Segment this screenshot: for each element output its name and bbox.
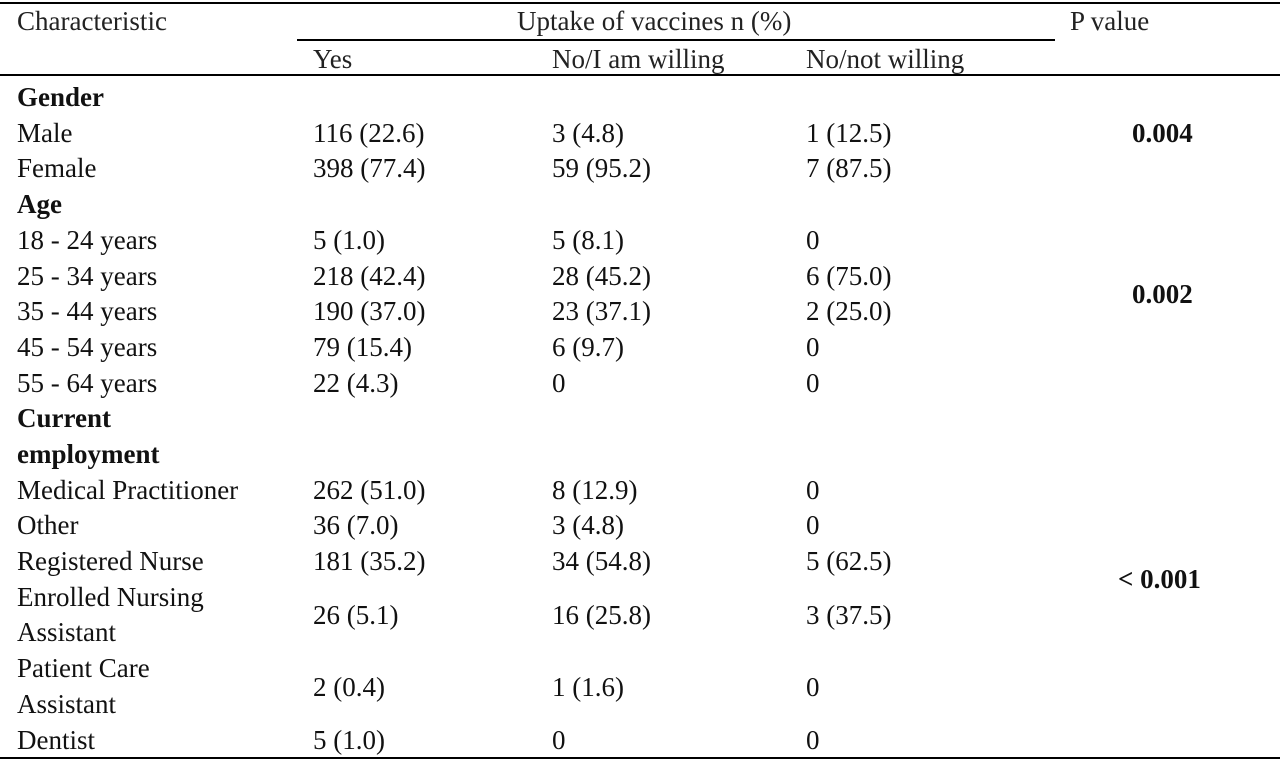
row-label-line2: Assistant: [17, 689, 117, 719]
cell-yes: 2 (0.4): [313, 672, 385, 702]
header-willing: No/I am willing: [552, 44, 725, 74]
cell-yes: 218 (42.4): [313, 261, 426, 291]
cell-willing: 6 (9.7): [552, 332, 624, 362]
cell-not-willing: 7 (87.5): [806, 153, 892, 183]
cell-yes: 79 (15.4): [313, 332, 412, 362]
row-label: 18 - 24 years: [17, 225, 158, 255]
header-not-willing: No/not willing: [806, 44, 965, 74]
cell-not-willing: 0: [806, 368, 820, 398]
cell-not-willing: 5 (62.5): [806, 546, 892, 576]
row-label: Medical Practitioner: [17, 475, 239, 505]
row-label: 55 - 64 years: [17, 368, 158, 398]
group-rule: [297, 39, 1055, 41]
header-p-value: P value: [1070, 6, 1150, 36]
row-label-line2: Assistant: [17, 617, 117, 647]
row-label-line1: Enrolled Nursing: [17, 582, 204, 612]
cell-not-willing: 6 (75.0): [806, 261, 892, 291]
cell-not-willing: 0: [806, 510, 820, 540]
section-title-employment-line2: employment: [17, 439, 160, 469]
row-label: Male: [17, 118, 73, 148]
section-title-employment-line1: Current: [17, 403, 111, 433]
cell-willing: 28 (45.2): [552, 261, 651, 291]
p-value-employment: < 0.001: [1118, 564, 1201, 594]
cell-willing: 0: [552, 725, 566, 755]
cell-yes: 116 (22.6): [313, 118, 425, 148]
section-title-age: Age: [17, 189, 62, 219]
cell-yes: 26 (5.1): [313, 600, 399, 630]
row-label: 25 - 34 years: [17, 261, 158, 291]
row-label: Female: [17, 153, 97, 183]
section-title-gender: Gender: [17, 82, 104, 112]
cell-willing: 59 (95.2): [552, 153, 651, 183]
top-rule: [0, 2, 1280, 4]
cell-willing: 5 (8.1): [552, 225, 624, 255]
cell-willing: 1 (1.6): [552, 672, 624, 702]
cell-willing: 8 (12.9): [552, 475, 638, 505]
row-label: Dentist: [17, 725, 95, 755]
cell-not-willing: 0: [806, 475, 820, 505]
cell-yes: 22 (4.3): [313, 368, 399, 398]
cell-yes: 181 (35.2): [313, 546, 426, 576]
bottom-rule: [0, 757, 1280, 759]
row-label: 35 - 44 years: [17, 296, 158, 326]
p-value-gender: 0.004: [1132, 118, 1193, 148]
cell-yes: 5 (1.0): [313, 225, 385, 255]
cell-not-willing: 1 (12.5): [806, 118, 892, 148]
cell-not-willing: 0: [806, 332, 820, 362]
row-label: 45 - 54 years: [17, 332, 158, 362]
p-value-age: 0.002: [1132, 279, 1193, 309]
header-bottom-rule: [0, 74, 1280, 76]
cell-not-willing: 3 (37.5): [806, 600, 892, 630]
cell-yes: 262 (51.0): [313, 475, 426, 505]
cell-not-willing: 2 (25.0): [806, 296, 892, 326]
row-label-line1: Patient Care: [17, 653, 150, 683]
row-label: Other: [17, 510, 79, 540]
cell-yes: 190 (37.0): [313, 296, 426, 326]
cell-willing: 34 (54.8): [552, 546, 651, 576]
cell-yes: 36 (7.0): [313, 510, 399, 540]
cell-willing: 3 (4.8): [552, 510, 624, 540]
cell-not-willing: 0: [806, 725, 820, 755]
cell-willing: 0: [552, 368, 566, 398]
cell-yes: 398 (77.4): [313, 153, 426, 183]
header-characteristic: Characteristic: [17, 6, 167, 36]
header-uptake-group: Uptake of vaccines n (%): [517, 6, 792, 36]
cell-willing: 16 (25.8): [552, 600, 651, 630]
cell-willing: 3 (4.8): [552, 118, 624, 148]
header-yes: Yes: [313, 44, 353, 74]
cell-willing: 23 (37.1): [552, 296, 651, 326]
cell-not-willing: 0: [806, 672, 820, 702]
row-label: Registered Nurse: [17, 546, 204, 576]
cell-not-willing: 0: [806, 225, 820, 255]
cell-yes: 5 (1.0): [313, 725, 385, 755]
